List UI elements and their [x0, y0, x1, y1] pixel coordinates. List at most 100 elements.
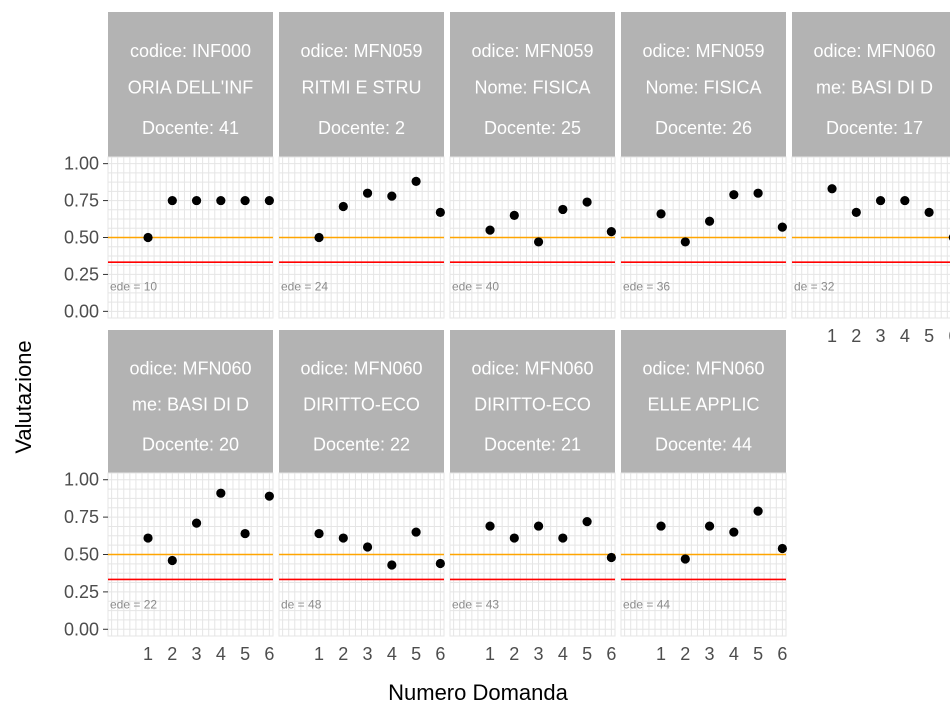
facet-strip — [279, 12, 444, 157]
data-point — [729, 527, 739, 537]
facet-panel: odice: MFN060 me: BASI DI D Docente: 20 ede… — [107, 330, 274, 637]
sample-size-label: de = 32 — [794, 280, 835, 294]
y-tick-label: 0.00 — [64, 619, 99, 639]
sample-size-label: ede = 36 — [623, 280, 670, 294]
x-tick-label: 4 — [900, 326, 910, 346]
x-tick-label: 5 — [411, 644, 421, 664]
sample-size-label: ede = 40 — [452, 280, 499, 294]
x-tick-label: 3 — [876, 326, 886, 346]
x-tick-label: 4 — [558, 644, 568, 664]
facet-strip-labels: codice: INF000 ORIA DELL'INF Docente: 41 — [128, 41, 253, 138]
facet-strip-labels: odice: MFN060 ELLE APPLIC Docente: 44 — [642, 359, 764, 455]
x-tick-label: 6 — [435, 644, 445, 664]
data-point — [485, 521, 495, 531]
x-tick-label: 3 — [363, 644, 373, 664]
facet-strip-label: codice: INF000 — [130, 41, 251, 61]
facet-strip-label: ORIA DELL'INF — [128, 77, 253, 97]
facet-panel: odice: MFN060 ELLE APPLIC Docente: 44 ede =… — [620, 330, 787, 637]
x-axis-title: Numero Domanda — [388, 680, 569, 705]
data-point — [558, 204, 568, 215]
data-point — [411, 176, 421, 186]
data-point — [680, 237, 690, 247]
x-tick-label: 6 — [264, 644, 274, 664]
facet-strip-label: Nome: FISICA — [645, 77, 761, 97]
facet-strip — [792, 12, 950, 157]
facet-strip-label: DIRITTO-ECO — [474, 394, 591, 414]
data-point — [777, 543, 787, 554]
x-tick-label: 1 — [827, 326, 837, 346]
y-tick-label: 0.75 — [64, 507, 99, 527]
sample-size-label: ede = 43 — [452, 597, 499, 611]
facet-strip-label: odice: MFN060 — [471, 359, 593, 379]
x-tick-label: 4 — [387, 644, 397, 664]
facet-strip — [450, 330, 615, 473]
sample-size-label: de = 48 — [281, 597, 322, 611]
facet-strip-label: Docente: 25 — [484, 118, 581, 138]
x-tick-label: 2 — [338, 644, 348, 664]
facet-strip — [108, 330, 273, 473]
x-tick-label: 2 — [509, 644, 519, 664]
x-tick-label: 2 — [680, 644, 690, 664]
facet-panel: codice: INF000 ORIA DELL'INF Docente: 41 ed… — [107, 12, 274, 319]
facet-strip-label: me: BASI DI D — [816, 77, 933, 97]
data-point — [338, 201, 348, 212]
data-point — [240, 195, 250, 206]
data-point — [753, 188, 763, 198]
facet-panel: odice: MFN059 RITMI E STRU Docente: 2 ede =… — [278, 12, 445, 319]
data-point — [753, 506, 763, 516]
facet-strip — [108, 12, 273, 157]
data-point — [656, 209, 666, 219]
data-point — [729, 190, 739, 200]
data-point — [143, 232, 153, 243]
data-point — [924, 207, 934, 217]
sample-size-label: ede = 44 — [623, 597, 670, 611]
y-tick-label: 0.75 — [64, 191, 99, 211]
data-point — [582, 517, 592, 527]
data-point — [435, 558, 445, 569]
sample-size-label: ede = 10 — [110, 280, 157, 294]
facet-strip-label: odice: MFN059 — [300, 41, 422, 61]
x-tick-label: 5 — [924, 326, 934, 346]
facet-panel: odice: MFN060 DIRITTO-ECO Docente: 22 de = … — [278, 330, 445, 637]
x-tick-label: 2 — [851, 326, 861, 346]
data-point — [533, 521, 544, 531]
x-tick-label: 3 — [534, 644, 544, 664]
data-point — [167, 555, 177, 566]
data-point — [582, 197, 592, 207]
facet-strip-labels: odice: MFN060 me: BASI DI D Docente: 17 — [813, 41, 935, 138]
data-point — [191, 195, 202, 206]
data-point — [435, 207, 445, 217]
facet-strip-labels: odice: MFN059 Nome: FISICA Docente: 26 — [642, 41, 764, 138]
y-tick-label: 0.25 — [64, 264, 99, 284]
facet-panel: odice: MFN060 DIRITTO-ECO Docente: 21 ede =… — [449, 330, 616, 637]
facet-strip-labels: odice: MFN060 DIRITTO-ECO Docente: 22 — [300, 359, 422, 455]
data-point — [875, 195, 886, 206]
x-tick-label: 6 — [777, 644, 787, 664]
x-tick-label: 5 — [582, 644, 592, 664]
x-tick-label: 5 — [240, 644, 250, 664]
facet-strip-labels: odice: MFN059 RITMI E STRU Docente: 2 — [300, 41, 422, 138]
facet-strip-label: Nome: FISICA — [474, 77, 590, 97]
data-point — [191, 518, 202, 528]
facet-strip-label: odice: MFN059 — [642, 41, 764, 61]
data-point — [704, 216, 715, 226]
x-tick-label: 1 — [485, 644, 495, 664]
data-point — [338, 533, 348, 543]
data-point — [264, 491, 274, 501]
y-tick-label: 1.00 — [64, 470, 99, 490]
facet-strip-label: Docente: 41 — [142, 118, 239, 138]
facet-strip-label: Docente: 17 — [826, 118, 923, 138]
sample-size-label: ede = 22 — [110, 597, 157, 611]
facet-strip-label: odice: MFN060 — [813, 41, 935, 61]
y-tick-label: 0.50 — [64, 228, 99, 248]
facet-panel: odice: MFN059 Nome: FISICA Docente: 25 ede … — [449, 12, 616, 319]
data-point — [387, 191, 397, 201]
data-point — [827, 184, 837, 194]
facet-strip-label: Docente: 22 — [313, 434, 410, 454]
facet-strip-label: Docente: 21 — [484, 434, 581, 454]
x-tick-label: 3 — [192, 644, 202, 664]
facet-strip-label: Docente: 44 — [655, 434, 752, 454]
facet-strip-label: odice: MFN060 — [300, 359, 422, 379]
x-tick-label: 5 — [753, 644, 763, 664]
